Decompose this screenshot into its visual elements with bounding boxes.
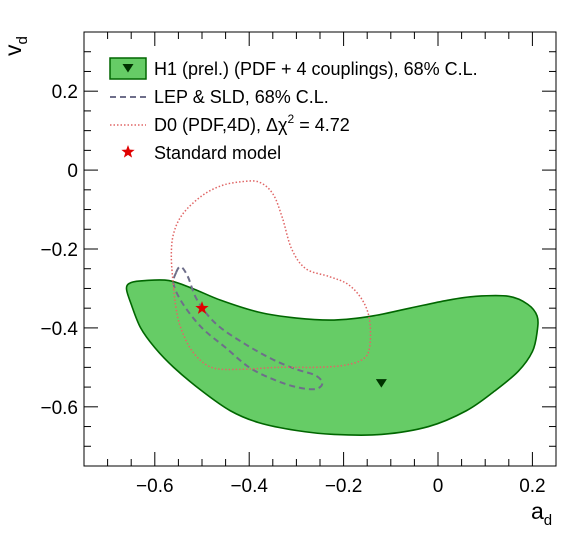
legend-label-h1: H1 (prel.) (PDF + 4 couplings), 68% C.L. xyxy=(154,59,478,79)
standard-model-star-marker xyxy=(195,301,209,314)
lep-sld-contour xyxy=(172,265,324,391)
y-tick-label: 0 xyxy=(67,161,78,182)
legend-swatch-h1-marker xyxy=(122,64,134,73)
legend-label-sm: Standard model xyxy=(154,143,281,163)
x-tick-label: −0.4 xyxy=(230,476,268,497)
y-axis-title: vd xyxy=(0,36,31,56)
h1-best-fit-marker xyxy=(375,379,387,388)
legend-label-d0: D0 (PDF,4D), Δχ2 = 4.72 xyxy=(154,112,350,135)
y-tick-label: −0.2 xyxy=(40,240,78,261)
d0-contour xyxy=(170,180,372,371)
legend: H1 (prel.) (PDF + 4 couplings), 68% C.L.… xyxy=(109,57,478,163)
axis-ticks xyxy=(83,31,557,467)
x-tick-label: −0.2 xyxy=(325,476,363,497)
y-tick-label: −0.4 xyxy=(40,319,78,340)
legend-label-lep: LEP & SLD, 68% C.L. xyxy=(154,87,329,107)
h1-contour xyxy=(125,279,539,436)
contours xyxy=(125,180,539,436)
y-tick-label: −0.6 xyxy=(40,398,78,419)
x-axis-title: ad xyxy=(531,498,552,529)
y-tick-label: 0.2 xyxy=(52,82,78,103)
x-tick-label: 0 xyxy=(433,476,444,497)
axis-tick-labels: −0.6 −0.4 −0.2 0 0.2 −0.6 −0.4 −0.2 0 0.2 xyxy=(40,82,545,497)
x-tick-label: −0.6 xyxy=(136,476,174,497)
x-tick-label: 0.2 xyxy=(519,476,545,497)
legend-swatch-sm-star-icon xyxy=(121,145,135,158)
